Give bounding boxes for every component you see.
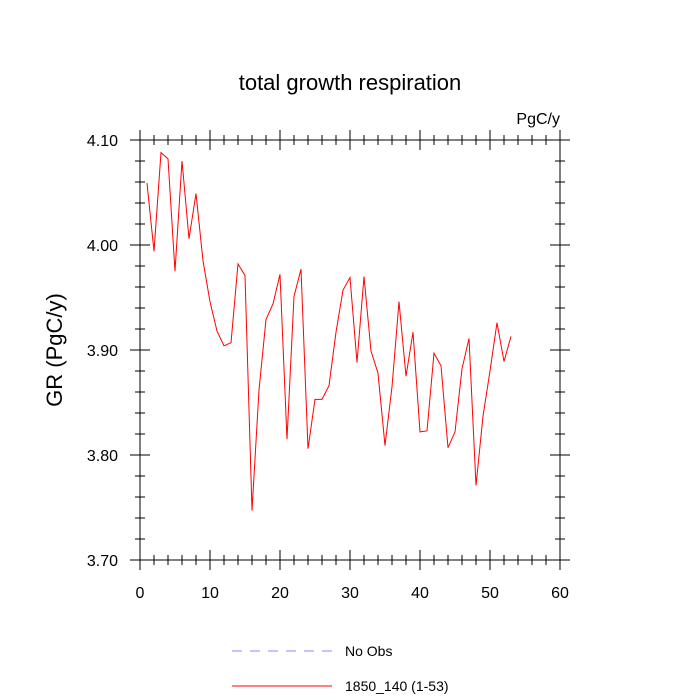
y-tick-label: 3.80	[87, 448, 118, 465]
axis-ticks	[130, 130, 570, 570]
legend: No Obs 1850_140 (1-53)	[232, 643, 449, 694]
chart-title: total growth respiration	[239, 70, 462, 95]
x-tick-label: 0	[136, 585, 145, 602]
plot-frame	[139, 139, 561, 561]
series-line	[146, 151, 512, 511]
x-tick-label: 10	[201, 585, 219, 602]
x-tick-label: 50	[481, 585, 499, 602]
x-tick-label: 40	[411, 585, 429, 602]
legend-label: No Obs	[345, 643, 392, 659]
tick-labels: 0 10 20 30 40 50 60 3.70 3.80 3.90 4.00 4.10	[87, 133, 569, 602]
y-tick-label: 3.90	[87, 343, 118, 360]
x-tick-label: 20	[271, 585, 289, 602]
series-layer	[146, 151, 512, 511]
x-tick-label: 30	[341, 585, 359, 602]
x-tick-label: 60	[551, 585, 569, 602]
units-label: PgC/y	[516, 111, 560, 128]
y-axis-label: GR (PgC/y)	[42, 293, 67, 407]
legend-label: 1850_140 (1-53)	[345, 678, 449, 694]
y-tick-label: 4.00	[87, 238, 118, 255]
y-tick-label: 4.10	[87, 133, 118, 150]
y-tick-label: 3.70	[87, 553, 118, 570]
